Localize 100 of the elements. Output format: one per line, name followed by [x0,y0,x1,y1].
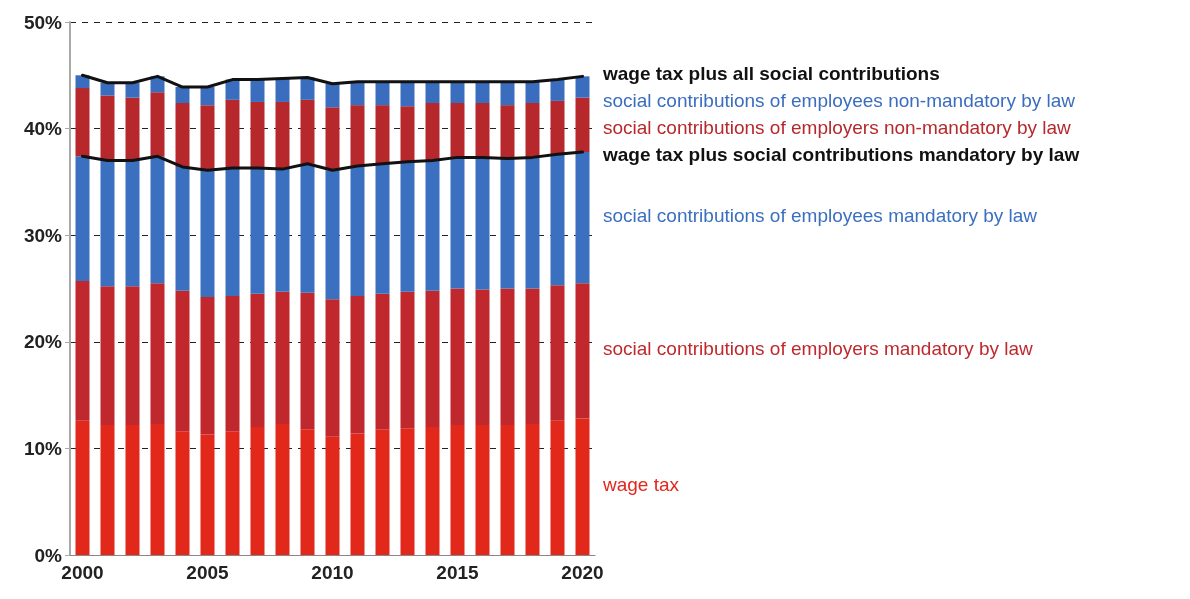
bar [275,78,290,102]
bar [100,160,115,287]
bar [350,295,365,434]
bar [275,169,290,292]
bar [550,420,565,555]
bar [425,427,440,555]
series-label: social contributions of employees non-mandatory by law [603,90,1076,112]
line-series [81,73,584,89]
bar [225,99,240,169]
bar [150,156,165,284]
bar [400,106,415,162]
line-series [81,150,584,172]
bar [75,88,90,157]
bar [100,82,115,96]
bar [475,81,490,104]
bar [375,81,390,106]
y-tick-label: 20% [23,331,63,353]
bar [250,168,265,294]
bar [125,160,140,287]
bar [575,76,590,98]
bar [100,424,115,555]
series-label: social contributions of employers non-mandatory by law [603,117,1072,139]
bar [275,423,290,555]
bar [425,81,440,104]
bar [125,97,140,161]
y-tick-label: 50% [23,11,63,33]
bar [150,92,165,157]
bar [325,299,340,437]
bar [325,436,340,555]
bar [200,105,215,171]
x-tick-label: 2015 [436,562,480,583]
bar [425,160,440,291]
bar [375,163,390,294]
bar [500,81,515,106]
bar [175,431,190,555]
x-tick-label: 2005 [186,562,230,583]
bar [400,81,415,107]
bar [275,291,290,424]
bar [300,99,315,164]
bar [525,103,540,158]
bar [375,429,390,555]
bar [225,295,240,432]
bar [275,101,290,170]
bar [425,290,440,428]
y-tick-label: 10% [23,437,63,459]
bar [500,105,515,159]
bar [150,283,165,424]
bar [575,97,590,153]
bar [125,424,140,555]
y-tick-label: 30% [23,224,63,246]
bar [75,281,90,421]
bar [75,420,90,555]
bar [75,156,90,282]
bar [250,293,265,428]
x-tick-label: 2000 [61,562,104,583]
bar [400,291,415,429]
bar [525,157,540,289]
bar [475,103,490,158]
bar [500,288,515,425]
y-tick-label: 40% [23,118,63,140]
bar [100,286,115,425]
bar [225,431,240,555]
bar [325,83,340,108]
bar [450,424,465,555]
x-tick-label: 2020 [561,562,604,583]
bar [550,79,565,101]
bar [450,103,465,158]
bar [125,82,140,98]
bar [575,283,590,419]
bar [200,434,215,555]
bar [325,170,340,300]
bar [375,105,390,164]
bar [475,424,490,555]
bar [325,107,340,171]
bar [300,429,315,555]
bar [250,101,265,169]
bar [575,152,590,284]
series-label: social contributions of employees mandatory by law [603,204,1038,226]
bar [400,161,415,292]
bar [475,289,490,425]
bar [200,297,215,435]
bar [100,95,115,161]
bar [450,81,465,104]
bar [350,81,365,106]
bar [300,292,315,430]
bar [425,103,440,161]
bar [575,418,590,555]
bar [350,165,365,296]
series-label: wage tax [602,473,680,495]
bar [150,423,165,555]
y-tick-label: 0% [34,544,63,566]
bar [250,79,265,102]
series-label: wage tax plus all social contributions [602,63,940,85]
bar [225,168,240,296]
bar [550,285,565,421]
series-label: wage tax plus social contributions mandatory by law [602,144,1080,166]
bar [200,170,215,298]
bar [450,288,465,425]
bar [525,81,540,104]
bar [500,424,515,555]
